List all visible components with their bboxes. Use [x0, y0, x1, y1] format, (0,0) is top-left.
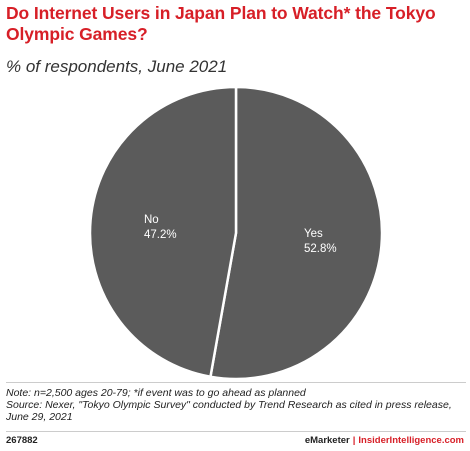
chart-title: Do Internet Users in Japan Plan to Watch… — [6, 3, 436, 44]
slice-label-no: No — [144, 214, 159, 226]
brand-insider-intelligence: InsiderIntelligence.com — [358, 435, 464, 446]
slice-value-yes: 52.8% — [304, 243, 337, 255]
pie-slice-yes — [209, 85, 384, 381]
pie-chart: Yes 52.8% No 47.2% — [88, 85, 384, 381]
brand-emarketer: eMarketer — [304, 435, 350, 446]
chart-id: 267882 — [6, 435, 38, 446]
note-text: Note: n=2,500 ages 20-79; *if event was … — [6, 387, 306, 399]
brand-footer: eMarketer | InsiderIntelligence.com — [305, 435, 464, 446]
brand-separator: | — [352, 435, 356, 446]
pie-slices — [88, 85, 384, 381]
footer-divider-bottom — [6, 431, 466, 432]
slice-label-yes: Yes — [304, 228, 323, 240]
pie-slice-no — [88, 85, 238, 378]
footnotes: Note: n=2,500 ages 20-79; *if event was … — [6, 387, 466, 423]
chart-subtitle: % of respondents, June 2021 — [6, 57, 228, 76]
pie-labels: Yes 52.8% No 47.2% — [144, 214, 337, 255]
source-text: Source: Nexer, "Tokyo Olympic Survey" co… — [6, 399, 452, 423]
footer-divider — [6, 382, 466, 383]
slice-value-no: 47.2% — [144, 229, 177, 241]
